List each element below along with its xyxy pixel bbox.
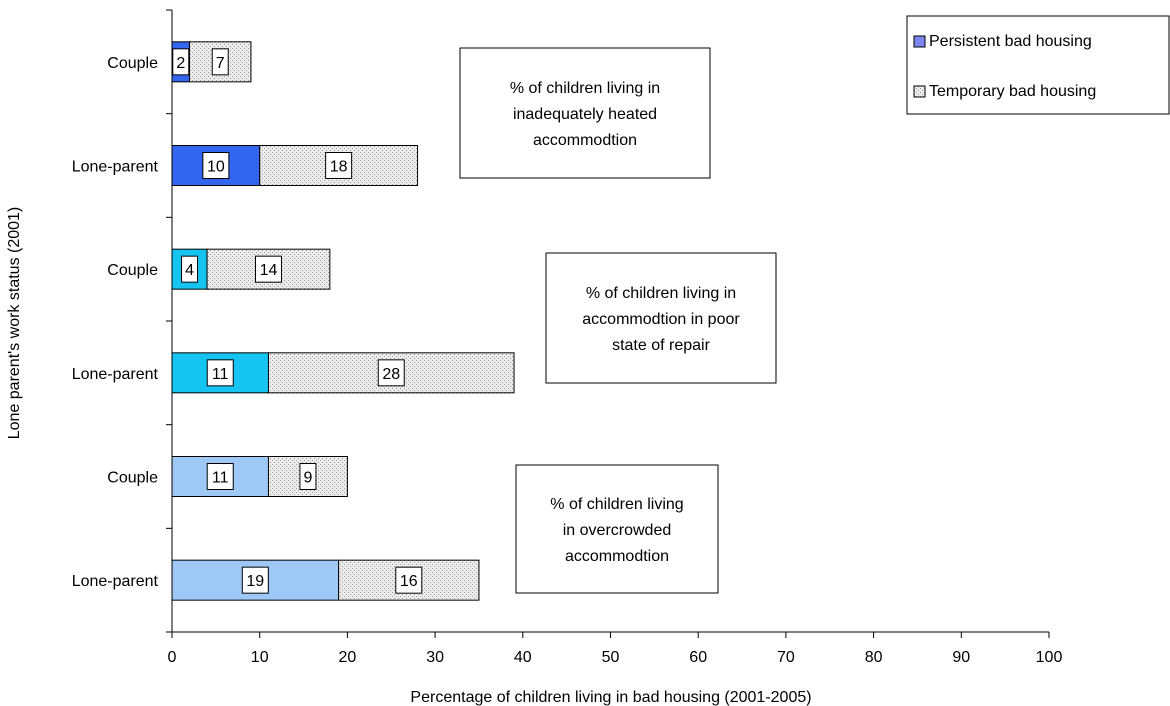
annotation-box bbox=[459, 47, 711, 179]
data-label-temporary: 18 bbox=[330, 159, 348, 176]
data-label-persistent: 2 bbox=[176, 55, 185, 72]
data-label-temporary: 9 bbox=[303, 470, 312, 487]
x-tick-label: 40 bbox=[514, 649, 532, 666]
y-tick-label: Lone-parent bbox=[72, 366, 159, 383]
annotation-text: in overcrowded bbox=[563, 522, 672, 539]
x-tick-label: 0 bbox=[168, 649, 177, 666]
y-tick-label: Lone-parent bbox=[72, 159, 159, 176]
annotation-text: accommodtion bbox=[533, 132, 637, 149]
data-label-temporary-box bbox=[377, 359, 405, 387]
data-label-temporary-box bbox=[299, 463, 317, 490]
y-tick-label: Couple bbox=[107, 55, 158, 72]
x-tick-label: 80 bbox=[865, 649, 883, 666]
data-label-persistent-box bbox=[181, 255, 199, 283]
y-axis-label: Lone parent's work status (2001) bbox=[6, 207, 23, 440]
legend: Persistent bad housing Temporary bad hous… bbox=[906, 15, 1170, 115]
annotation-text: % of children living bbox=[550, 496, 683, 513]
legend-swatch bbox=[913, 85, 926, 98]
data-label-persistent-box bbox=[206, 463, 234, 490]
data-label-persistent: 4 bbox=[185, 262, 194, 279]
data-label-temporary: 28 bbox=[382, 366, 400, 383]
x-tick-label: 50 bbox=[602, 649, 620, 666]
data-label-persistent: 11 bbox=[212, 366, 229, 383]
data-label-temporary-box bbox=[254, 255, 282, 283]
x-tick-label: 30 bbox=[426, 649, 444, 666]
data-label-temporary-box bbox=[211, 48, 229, 76]
legend-label: Persistent bad housing bbox=[929, 33, 1092, 50]
annotation-text: accommodtion bbox=[565, 548, 669, 565]
x-tick-label: 70 bbox=[777, 649, 795, 666]
annotation-text: inadequately heated bbox=[513, 106, 657, 123]
annotation-text: state of repair bbox=[612, 337, 711, 354]
x-tick-label: 10 bbox=[251, 649, 269, 666]
y-tick-label: Lone-parent bbox=[72, 573, 159, 590]
y-tick-label: Couple bbox=[107, 262, 158, 279]
y-tick-label: Couple bbox=[107, 470, 158, 487]
x-tick-label: 20 bbox=[339, 649, 357, 666]
x-tick-label: 90 bbox=[952, 649, 970, 666]
data-label-persistent-box bbox=[241, 566, 269, 594]
data-label-persistent: 11 bbox=[212, 470, 229, 487]
x-tick-label: 100 bbox=[1036, 649, 1063, 666]
data-label-temporary: 16 bbox=[400, 573, 418, 590]
legend-label: Temporary bad housing bbox=[929, 83, 1096, 100]
axes: 0 10 20 30 40 50 60 70 80 90 100 bbox=[166, 9, 1063, 666]
data-label-persistent: 10 bbox=[207, 159, 225, 176]
data-label-temporary-box bbox=[325, 152, 353, 179]
data-label-temporary: 14 bbox=[260, 262, 278, 279]
x-axis-label: Percentage of children living in bad hou… bbox=[410, 689, 811, 706]
data-label-persistent-box bbox=[206, 359, 234, 387]
annotation-box bbox=[515, 464, 719, 594]
annotation-text: % of children living in bbox=[510, 80, 660, 97]
annotation-box bbox=[545, 252, 777, 384]
data-label-temporary: 7 bbox=[216, 55, 225, 72]
legend-swatch bbox=[913, 35, 926, 48]
annotations: % of children living in inadequately heat… bbox=[459, 47, 777, 594]
bars: Couple 2 7 Lone-parent 10 18 Couple 4 14 Lone-par… bbox=[72, 41, 515, 601]
data-label-persistent-box bbox=[202, 152, 230, 179]
data-label-persistent: 19 bbox=[246, 573, 264, 590]
annotation-text: accommodtion in poor bbox=[582, 311, 740, 328]
x-tick-label: 60 bbox=[689, 649, 707, 666]
annotation-text: % of children living in bbox=[586, 285, 736, 302]
data-label-persistent-box bbox=[172, 48, 190, 76]
data-label-temporary-box bbox=[395, 566, 423, 594]
legend-box bbox=[906, 15, 1170, 115]
